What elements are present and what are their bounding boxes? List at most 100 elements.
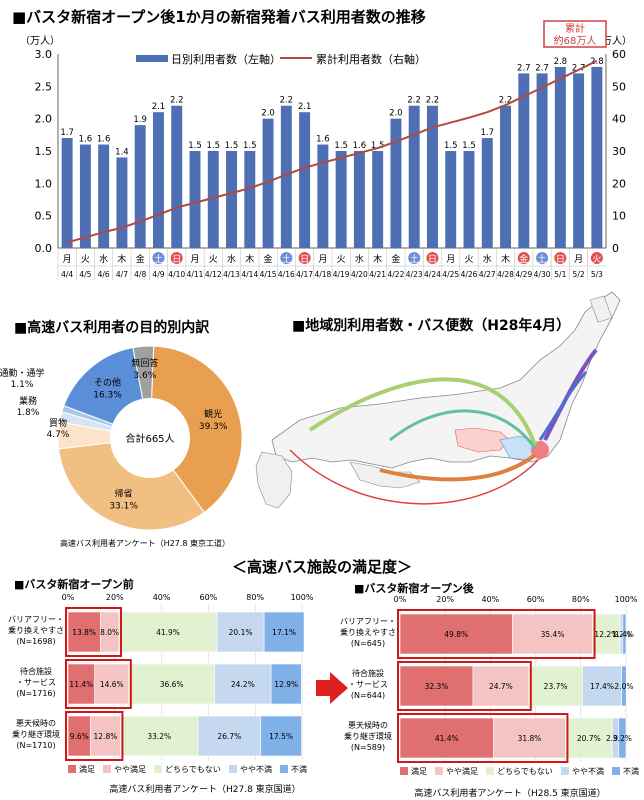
stack-segment [263, 611, 305, 653]
stack-segment [94, 663, 130, 705]
main-legend: 日別利用者数（左軸） 累計利用者数（右軸） [136, 52, 426, 66]
legend-label: やや不満 [572, 767, 604, 776]
daily-bar [372, 151, 384, 248]
segment-value-label: 3.2% [613, 734, 632, 743]
stack-segment [67, 663, 95, 705]
bar-value-label: 1.7 [60, 128, 74, 138]
shikoku-shape [349, 461, 421, 489]
weekday-label: 水 [227, 253, 236, 265]
daily-bar [353, 151, 365, 248]
daily-bar [134, 125, 146, 248]
legend-label: やや不満 [240, 765, 272, 774]
route-arrow-teal [389, 409, 537, 449]
segment-value-label: 8.0% [100, 628, 119, 637]
callout-line1: 累計 [565, 22, 585, 35]
segment-value-label: 2.0% [614, 682, 633, 691]
segment-value-label: 17.4% [590, 682, 614, 691]
date-label: 4/6 [98, 270, 110, 279]
legend-label: やや満足 [114, 765, 146, 774]
weekday-label: 土 [410, 253, 419, 265]
weekday-label: 金 [391, 253, 400, 265]
daily-bar [463, 151, 475, 248]
before-after-arrow [316, 672, 348, 704]
legend-label: 不満 [291, 765, 307, 774]
daily-bar [152, 112, 164, 248]
legend-bar-label: 日別利用者数（左軸） [171, 52, 281, 66]
stack-segment [399, 665, 474, 707]
satisfaction-before-chart: ■バスタ新宿オープン前 0% 20% 40% 60% 80% 100% バリアフリー・乗り換… [8, 577, 314, 774]
legend-swatch [229, 765, 237, 773]
bar-value-label: 2.1 [298, 102, 312, 112]
daily-bar [61, 138, 73, 248]
pie-slice-pct: 1.8% [17, 408, 40, 418]
callout-line2: 約68万人 [554, 34, 597, 47]
satisfaction-section: ＜高速バス施設の満足度＞ ■バスタ新宿オープン前 0% 20% 40% 60% 80% 1… [8, 558, 639, 799]
category-label: 悪天候時の [348, 721, 388, 730]
daily-bar [79, 144, 91, 248]
tohoku-shape [589, 295, 613, 323]
bar-value-label: 1.7 [481, 128, 495, 138]
legend-swatch [612, 767, 620, 775]
honshu-shape [271, 291, 621, 469]
x-tick-label: 20% [436, 595, 454, 604]
date-label: 5/1 [554, 270, 566, 279]
left-tick-label: 2.5 [35, 80, 53, 93]
stack-segment [216, 611, 265, 653]
x-tick-label: 60% [200, 593, 218, 602]
right-tick-label: 60 [612, 48, 626, 61]
date-label: 4/30 [534, 270, 551, 279]
date-label: 4/15 [260, 270, 277, 279]
date-label: 4/5 [79, 270, 91, 279]
bar-value-label: 1.9 [133, 115, 147, 125]
segment-value-label: 41.4% [435, 734, 459, 743]
weekday-label: 月 [318, 254, 327, 265]
pie-slice-label: 帰省 [115, 488, 133, 500]
holiday-marker [170, 252, 183, 264]
holiday-marker [426, 252, 439, 264]
daily-bar [481, 138, 493, 248]
daily-users-chart: ■バスタ新宿オープン後1か月の新宿発着バス利用者数の推移 （万人） （万人） 日… [12, 8, 632, 280]
daily-bar [280, 105, 292, 248]
segment-value-label: 26.7% [217, 732, 241, 741]
date-label: 4/29 [515, 270, 532, 279]
weekday-label: 木 [245, 253, 254, 265]
pie-source: 高速バス利用者アンケート（H27.8 東京工道） [60, 538, 230, 548]
bar-value-label: 2.2 [280, 96, 294, 106]
daily-bar [500, 105, 512, 248]
holiday-marker [590, 252, 603, 264]
daily-bar [408, 105, 420, 248]
daily-bar [335, 151, 347, 248]
cumulative-callout: 累計 約68万人 [543, 20, 607, 48]
stack-segment [90, 715, 121, 757]
daily-bar [426, 105, 438, 248]
weekday-label: 日 [428, 254, 437, 265]
right-tick-label: 10 [612, 210, 626, 223]
date-label: 5/3 [591, 270, 603, 279]
segment-value-label: 12.8% [94, 732, 118, 741]
segment-value-label: 36.6% [160, 680, 184, 689]
pie-slice-pct: 33.1% [109, 502, 138, 512]
date-label: 4/9 [152, 270, 164, 279]
japan-map-illustration [255, 291, 621, 509]
before-title: ■バスタ新宿オープン前 [14, 577, 134, 591]
route-arrow-purple [543, 348, 598, 441]
category-label: 待合施設 [20, 666, 52, 676]
weekday-label: 水 [483, 253, 492, 265]
after-source: 高速バス利用者アンケート（H28.5 東京国道） [414, 787, 605, 799]
bar-value-label: 1.5 [334, 141, 348, 151]
date-label: 4/23 [406, 270, 423, 279]
date-label: 4/26 [461, 270, 478, 279]
weekday-label: 火 [592, 254, 601, 265]
satisfied-highlight [65, 607, 123, 657]
segment-value-label: 1.4% [615, 630, 634, 639]
stack-segment [399, 717, 494, 759]
stack-segment [622, 613, 627, 655]
date-label: 4/14 [241, 270, 258, 279]
bar-value-label: 2.7 [572, 63, 586, 73]
right-tick-label: 40 [612, 113, 626, 126]
legend-label: 満足 [79, 765, 95, 774]
stack-segment [214, 663, 272, 705]
daily-bar [244, 151, 256, 248]
bar-value-label: 2.2 [170, 96, 184, 106]
x-tick-label: 100% [615, 595, 638, 604]
